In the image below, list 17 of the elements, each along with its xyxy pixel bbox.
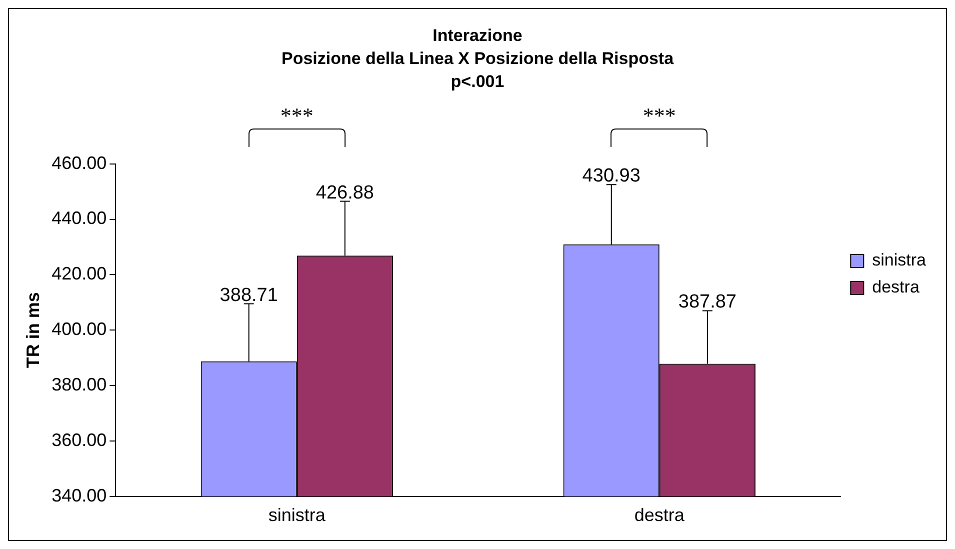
y-tick-label: 340.00 [52, 485, 107, 506]
data-label: 430.93 [582, 166, 640, 187]
text: *** [279, 102, 314, 129]
data-label: 387.87 [678, 292, 736, 313]
y-tick-label: 420.00 [52, 264, 107, 284]
text: *** [642, 102, 677, 129]
y-tick-label: 360.00 [52, 430, 107, 450]
data-label: 426.88 [316, 182, 374, 204]
data-label: 388.71 [220, 284, 278, 306]
y-tick-label: 460.00 [52, 152, 107, 173]
chart-title: Interazione Posizione della Linea X Posizione della Risposta p<.001 [281, 26, 674, 92]
legend-label: sinistra [872, 250, 927, 270]
y-tick-label: 400.00 [52, 319, 107, 340]
y-tick-label: 380.00 [52, 374, 107, 395]
legend-label: destra [872, 278, 920, 297]
y-tick-label: 440.00 [52, 208, 107, 228]
y-axis-title: TR in ms [22, 292, 43, 368]
